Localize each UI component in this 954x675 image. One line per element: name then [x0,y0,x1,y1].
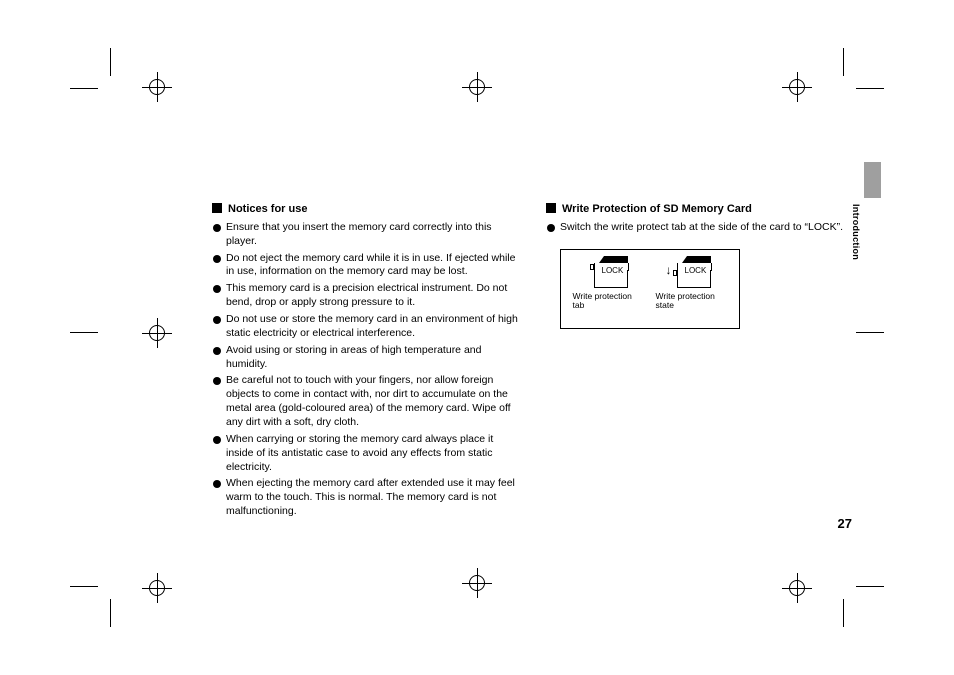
square-bullet-icon [212,203,222,213]
right-column: Write Protection of SD Memory Card Switc… [546,202,852,522]
square-bullet-icon [546,203,556,213]
page-number: 27 [838,516,852,531]
sd-card-diagram: LOCK Write protection tab ↓ LOCK [560,249,740,329]
list-item: Switch the write protect tab at the side… [560,221,852,235]
notices-heading: Notices for use [228,202,307,217]
section-tab [864,162,881,198]
notices-list: Ensure that you insert the memory card c… [212,221,518,519]
diagram-caption-right: Write protection state [656,292,728,312]
left-column: Notices for use Ensure that you insert t… [212,202,518,522]
list-item: Avoid using or storing in areas of high … [226,344,518,372]
side-section-label: Introduction [851,204,861,260]
arrow-down-icon: ↓ [666,264,672,276]
write-protect-list: Switch the write protect tab at the side… [546,221,852,235]
write-protect-heading: Write Protection of SD Memory Card [562,202,752,217]
lock-label: LOCK [685,266,707,275]
list-item: This memory card is a precision electric… [226,282,518,310]
list-item: When ejecting the memory card after exte… [226,477,518,519]
list-item: Be careful not to touch with your finger… [226,374,518,429]
sd-card-unlocked-icon: LOCK [590,256,628,288]
list-item: Do not eject the memory card while it is… [226,252,518,280]
page-content: Notices for use Ensure that you insert t… [212,202,852,522]
sd-card-locked-icon: ↓ LOCK [673,256,711,288]
lock-label: LOCK [602,266,624,275]
list-item: When carrying or storing the memory card… [226,433,518,475]
diagram-caption-left: Write protection tab [573,292,645,312]
list-item: Do not use or store the memory card in a… [226,313,518,341]
list-item: Ensure that you insert the memory card c… [226,221,518,249]
